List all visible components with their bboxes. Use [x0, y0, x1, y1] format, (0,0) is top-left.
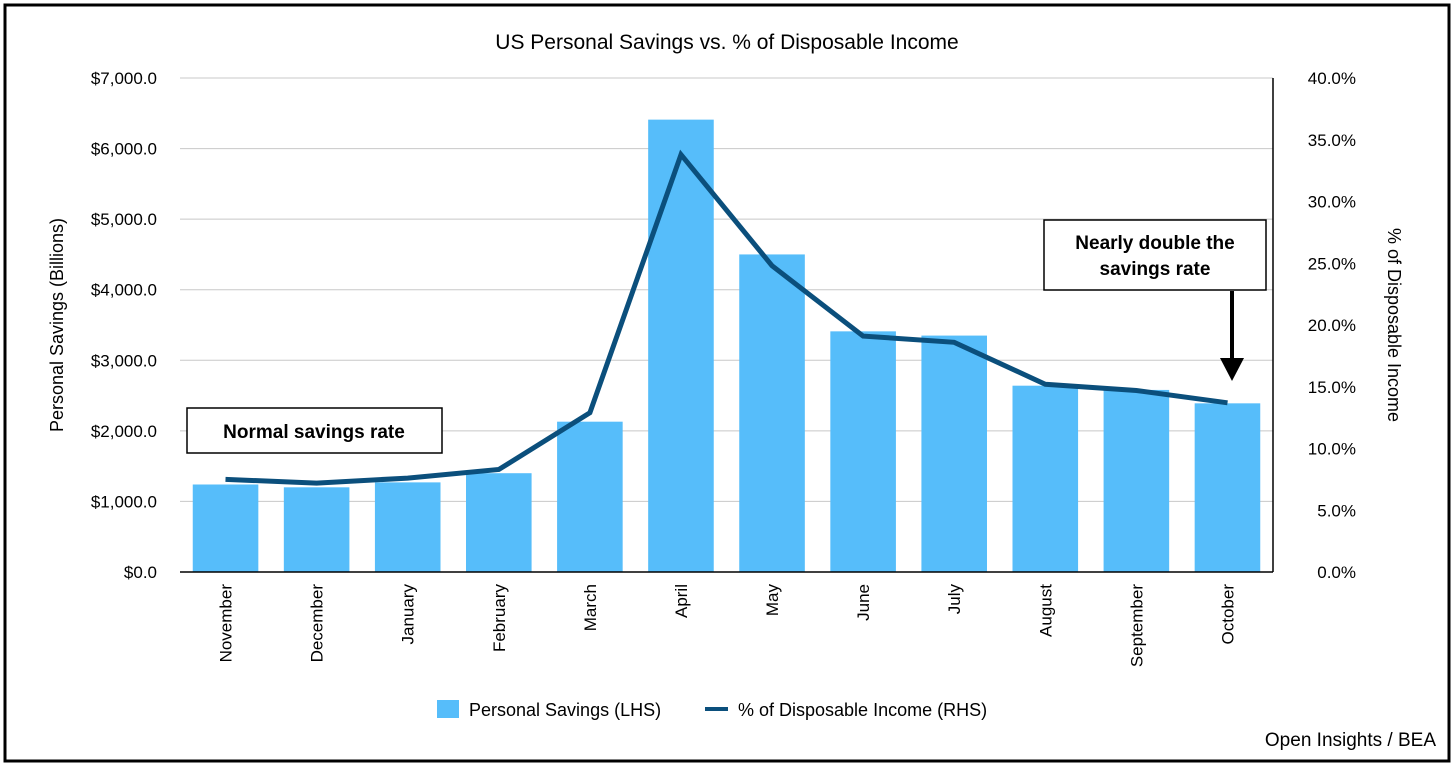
x-tick-label: April [672, 584, 691, 618]
y-axis-label: Personal Savings (Billions) [47, 218, 67, 432]
annotation-normal-box [186, 407, 443, 454]
y2-tick-label: 35.0% [1308, 131, 1356, 150]
bar [648, 119, 714, 572]
bar [1103, 389, 1170, 572]
annotation-double-line2: savings rate [1100, 259, 1211, 280]
bar [192, 484, 259, 572]
y2-tick-label: 40.0% [1308, 69, 1356, 88]
bar [466, 473, 532, 572]
bar [1194, 403, 1261, 572]
legend-label-bar: Personal Savings (LHS) [469, 700, 661, 720]
y2-tick-label: 10.0% [1308, 440, 1356, 459]
x-tick-label: February [490, 584, 509, 653]
y2-axis-label: % of Disposable Income [1384, 228, 1404, 422]
x-tick-label: July [945, 584, 964, 615]
x-tick-label: March [581, 584, 600, 631]
x-tick-label: August [1036, 584, 1055, 637]
series-line-disposable-income [225, 149, 1228, 486]
bar [830, 331, 896, 572]
bar [557, 421, 623, 572]
annotation-arrow-head [1220, 358, 1244, 381]
y-tick-label: $1,000.0 [91, 492, 157, 511]
legend-swatch-bar [437, 700, 459, 718]
chart-title: US Personal Savings vs. % of Disposable … [495, 31, 958, 54]
annotation-double-box [1043, 219, 1267, 291]
bar [374, 482, 441, 572]
y-tick-label: $2,000.0 [91, 422, 157, 441]
annotation-normal-savings: Normal savings rate [186, 407, 443, 454]
y-tick-label: $6,000.0 [91, 140, 157, 159]
y-tick-label: $3,000.0 [91, 351, 157, 370]
annotation-normal-text: Normal savings rate [223, 422, 405, 443]
source-credit: Open Insights / BEA [1265, 730, 1436, 751]
bar [921, 335, 987, 572]
bar [1012, 385, 1079, 572]
x-tick-label: October [1218, 584, 1237, 645]
axes: $0.0 $1,000.0 $2,000.0 $3,000.0 $4,000.0 $5,0… [91, 69, 1356, 667]
y2-tick-label: 25.0% [1308, 254, 1356, 273]
x-tick-label: September [1127, 584, 1146, 667]
y2-tick-label: 30.0% [1308, 193, 1356, 212]
y-tick-label: $4,000.0 [91, 281, 157, 300]
chart-outer-border [3, 3, 1451, 763]
annotation-nearly-double: Nearly double the savings rate [1043, 219, 1267, 381]
legend-label-line: % of Disposable Income (RHS) [738, 700, 987, 720]
bar [283, 487, 350, 572]
x-tick-label: December [308, 584, 327, 663]
x-tick-label: May [763, 584, 782, 617]
y2-tick-label: 5.0% [1317, 501, 1356, 520]
y-tick-label: $0.0 [124, 563, 157, 582]
x-tick-label: January [399, 584, 418, 645]
y2-tick-label: 0.0% [1317, 563, 1356, 582]
line-series [225, 149, 1228, 486]
y2-tick-label: 15.0% [1308, 378, 1356, 397]
annotation-double-line1: Nearly double the [1075, 233, 1234, 254]
x-tick-label: June [854, 584, 873, 621]
x-tick-label: November [217, 584, 236, 663]
bar-series [192, 119, 1261, 572]
legend: Personal Savings (LHS) % of Disposable I… [437, 700, 987, 720]
y-tick-label: $7,000.0 [91, 69, 157, 88]
y2-tick-label: 20.0% [1308, 316, 1356, 335]
y-tick-label: $5,000.0 [91, 210, 157, 229]
bar [739, 254, 805, 572]
